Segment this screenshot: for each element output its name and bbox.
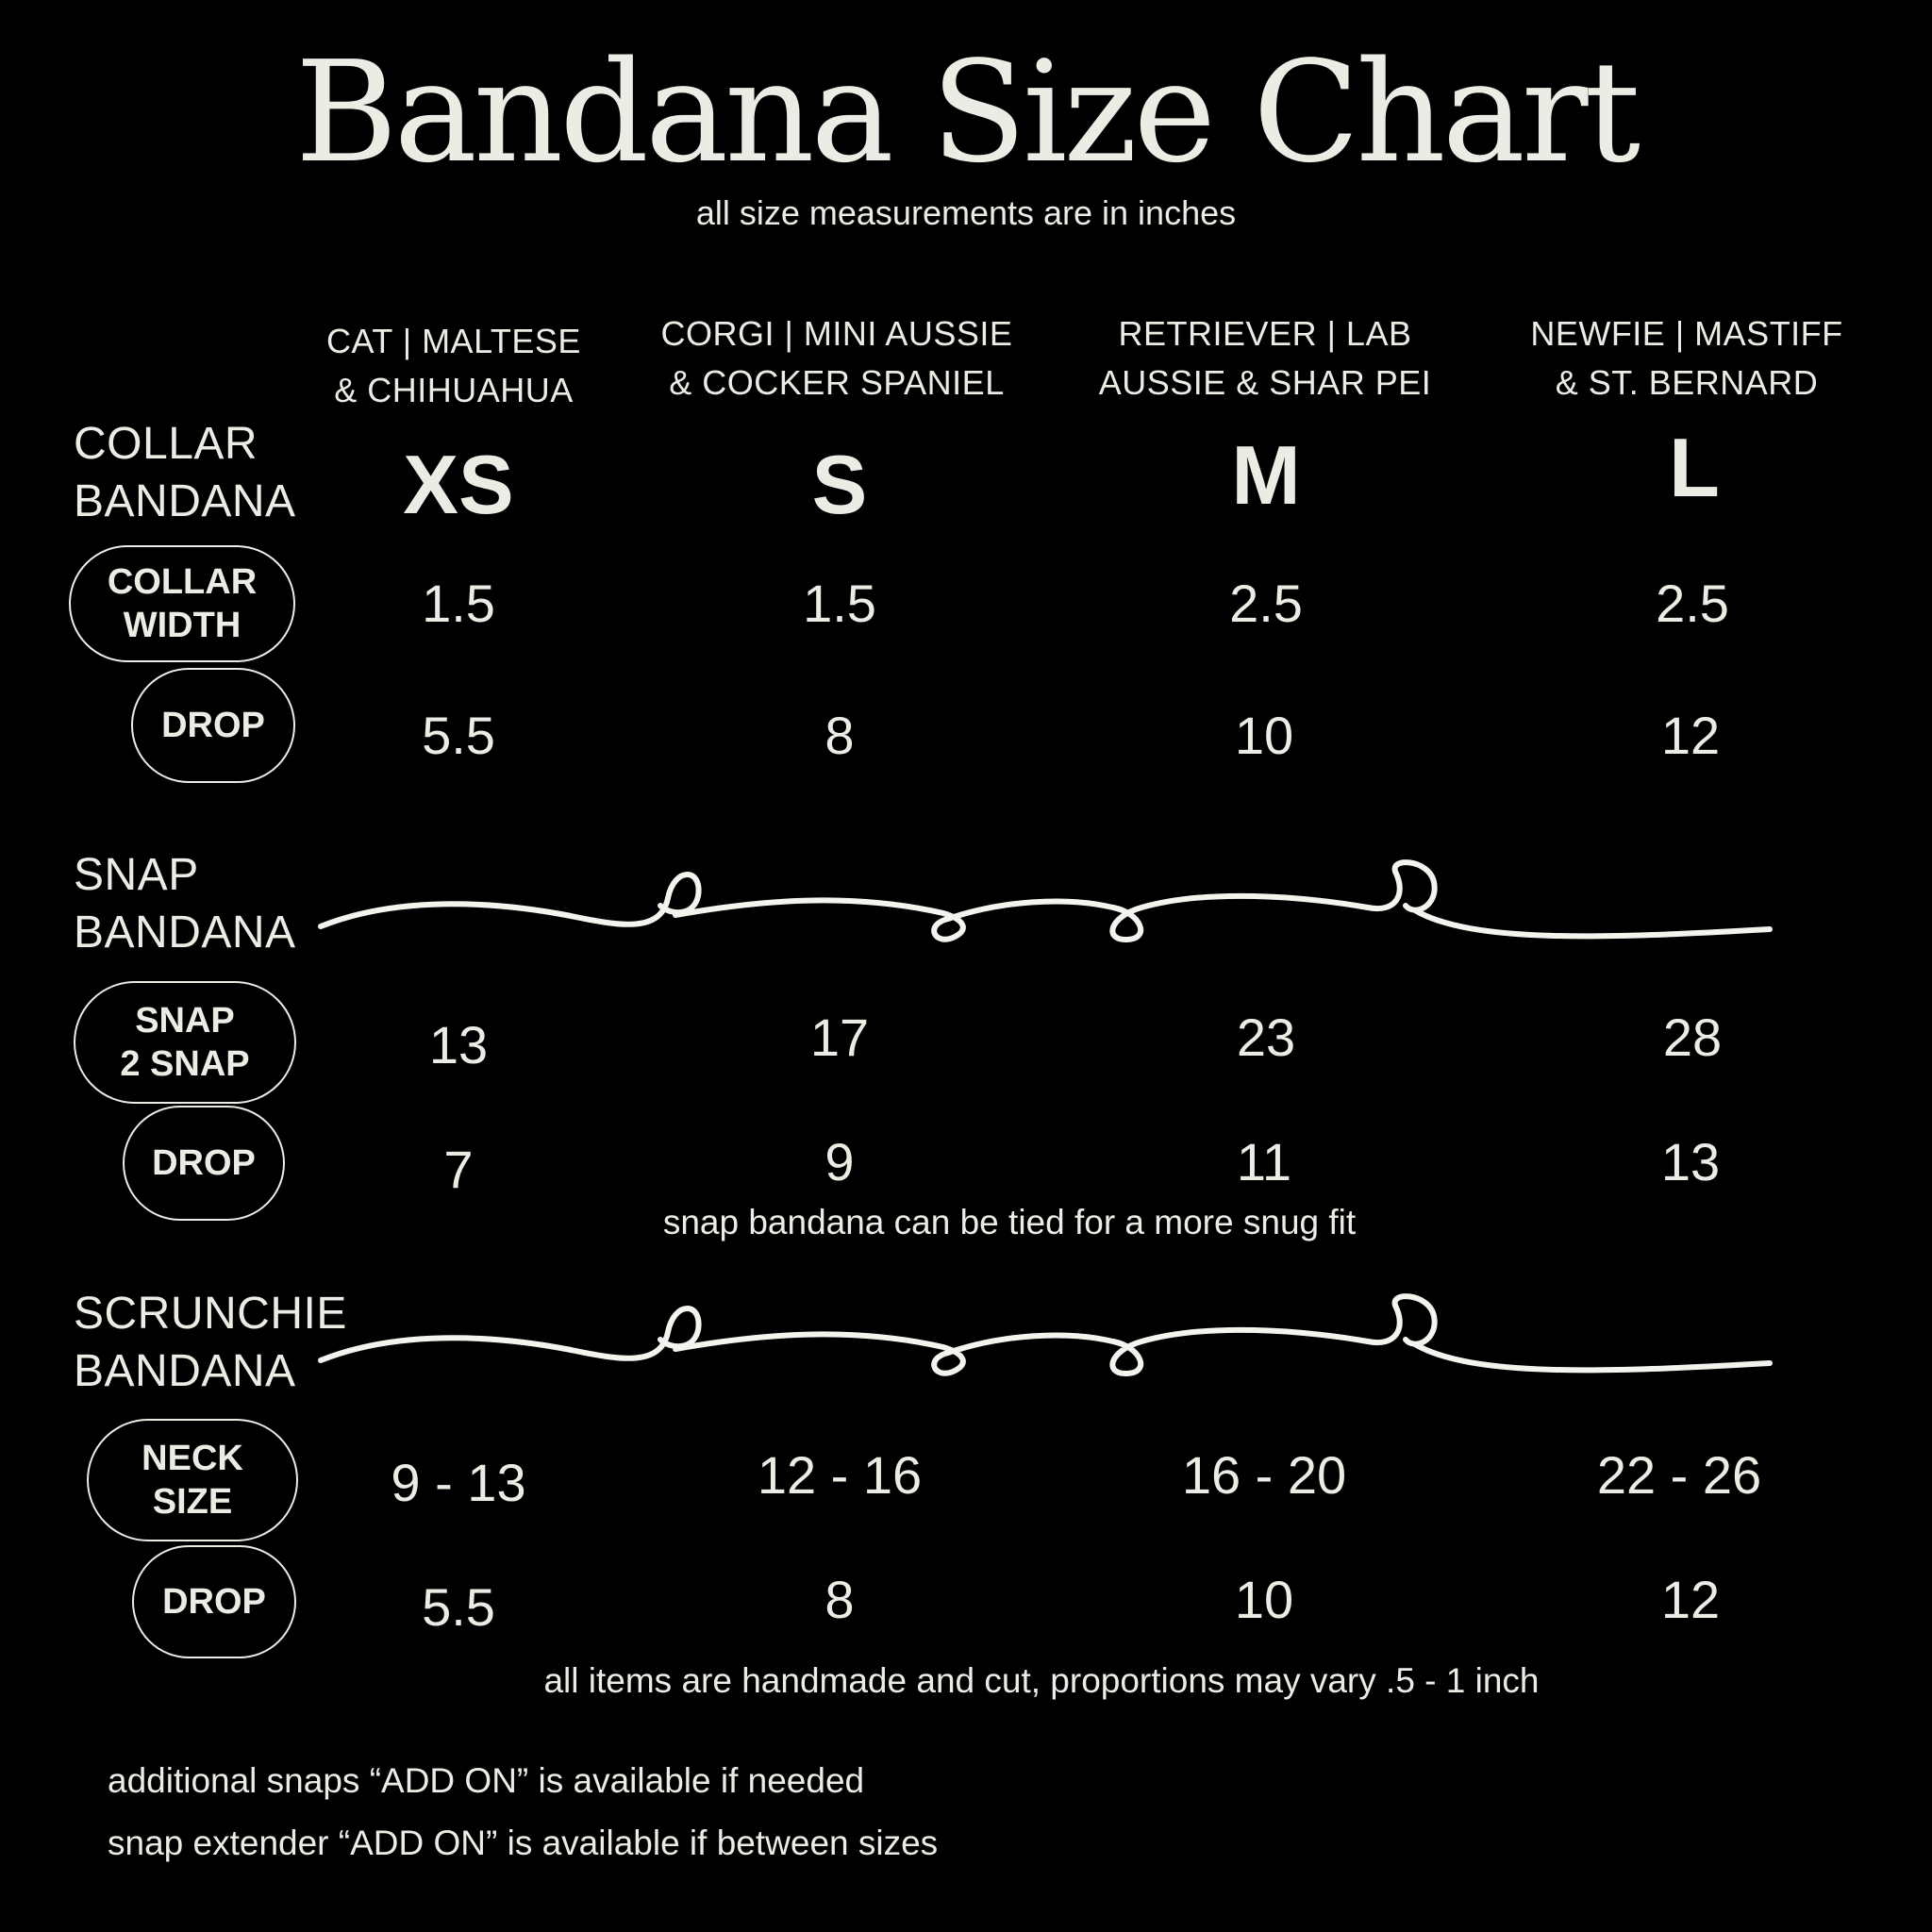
cell-neck-size-s: 12 - 16: [757, 1445, 923, 1505]
cell-snap-length-s: 17: [809, 1008, 870, 1067]
squiggle-path: [318, 859, 1773, 943]
column-header-xs: CAT | MALTESE & CHIHUAHUA: [237, 317, 671, 415]
footer-add-on-snaps: additional snaps “ADD ON” is available i…: [108, 1761, 865, 1800]
breed-line: & COCKER SPANIEL: [669, 363, 1005, 402]
section-title-snap: SNAP BANDANA: [74, 846, 296, 961]
cell-snap-drop-m: 11: [1236, 1132, 1292, 1191]
size-label-m: M: [1231, 428, 1301, 522]
row-label-snap-2-snap: SNAP 2 SNAP: [74, 981, 296, 1104]
cell-snap-drop-s: 9: [824, 1132, 855, 1191]
row-label-line: DROP: [152, 1143, 256, 1183]
column-header-s: CORGI | MINI AUSSIE & COCKER SPANIEL: [620, 309, 1054, 408]
squiggle-path: [318, 1293, 1773, 1377]
cell-scrunchie-drop-xs: 5.5: [422, 1577, 495, 1637]
row-label-line: SIZE: [152, 1482, 233, 1522]
squiggle-divider-scrunchie: [318, 1293, 1773, 1377]
cell-scrunchie-drop-m: 10: [1234, 1570, 1294, 1629]
column-header-l: NEWFIE | MASTIFF & ST. BERNARD: [1470, 309, 1904, 408]
size-label-l: L: [1669, 421, 1720, 514]
row-label-neck-size: NECK SIZE: [87, 1419, 298, 1541]
section-title-line: COLLAR: [74, 419, 258, 469]
cell-collar-drop-l: 12: [1660, 706, 1721, 765]
cell-collar-width-s: 1.5: [803, 574, 876, 633]
column-header-m: RETRIEVER | LAB AUSSIE & SHAR PEI: [1048, 309, 1482, 408]
section-title-collar: COLLAR BANDANA: [74, 415, 296, 530]
squiggle-divider-snap: [318, 859, 1773, 943]
cell-collar-width-m: 2.5: [1229, 574, 1303, 633]
section-title-line: SNAP: [74, 850, 199, 900]
breed-line: & ST. BERNARD: [1555, 363, 1819, 402]
cell-snap-drop-l: 13: [1660, 1132, 1721, 1191]
cell-snap-length-l: 28: [1662, 1008, 1723, 1067]
handmade-note: all items are handmade and cut, proporti…: [543, 1661, 1540, 1700]
breed-line: CORGI | MINI AUSSIE: [660, 314, 1013, 353]
row-label-line: DROP: [161, 706, 265, 745]
cell-snap-length-m: 23: [1236, 1008, 1296, 1067]
row-label-line: WIDTH: [123, 606, 242, 645]
footer-snap-extender: snap extender “ADD ON” is available if b…: [108, 1824, 939, 1862]
cell-collar-drop-m: 10: [1234, 706, 1294, 765]
page-subtitle: all size measurements are in inches: [695, 193, 1237, 232]
section-title-line: BANDANA: [74, 476, 296, 526]
breed-line: AUSSIE & SHAR PEI: [1098, 363, 1432, 402]
row-label-line: DROP: [162, 1582, 266, 1622]
snap-note: snap bandana can be tied for a more snug…: [662, 1203, 1357, 1241]
cell-scrunchie-drop-s: 8: [824, 1570, 855, 1629]
page-title: Bandana Size Chart: [294, 31, 1641, 193]
breed-line: NEWFIE | MASTIFF: [1530, 314, 1843, 353]
cell-neck-size-l: 22 - 26: [1596, 1445, 1762, 1505]
row-label-scrunchie-drop: DROP: [132, 1545, 296, 1658]
size-label-s: S: [811, 438, 868, 531]
cell-neck-size-m: 16 - 20: [1181, 1445, 1347, 1505]
cell-collar-width-l: 2.5: [1656, 574, 1729, 633]
section-title-line: BANDANA: [74, 908, 296, 958]
row-label-line: NECK: [142, 1439, 243, 1478]
section-title-scrunchie: SCRUNCHIE BANDANA: [74, 1285, 347, 1400]
cell-collar-drop-s: 8: [824, 706, 855, 765]
row-label-line: 2 SNAP: [120, 1044, 250, 1084]
breed-line: & CHIHUAHUA: [334, 371, 574, 409]
cell-collar-width-xs: 1.5: [422, 574, 495, 633]
section-title-line: BANDANA: [74, 1346, 296, 1396]
cell-snap-length-xs: 13: [428, 1015, 489, 1074]
row-label-collar-width: COLLAR WIDTH: [69, 545, 295, 662]
cell-collar-drop-xs: 5.5: [422, 706, 495, 765]
breed-line: RETRIEVER | LAB: [1118, 314, 1412, 353]
breed-line: CAT | MALTESE: [326, 322, 581, 360]
size-label-xs: XS: [403, 438, 514, 531]
cell-snap-drop-xs: 7: [443, 1140, 474, 1199]
section-title-line: SCRUNCHIE: [74, 1289, 347, 1339]
row-label-collar-drop: DROP: [131, 668, 295, 783]
row-label-snap-drop: DROP: [123, 1106, 285, 1221]
cell-neck-size-xs: 9 - 13: [391, 1453, 526, 1512]
cell-scrunchie-drop-l: 12: [1660, 1570, 1721, 1629]
row-label-line: COLLAR: [107, 562, 258, 602]
row-label-line: SNAP: [135, 1001, 235, 1041]
